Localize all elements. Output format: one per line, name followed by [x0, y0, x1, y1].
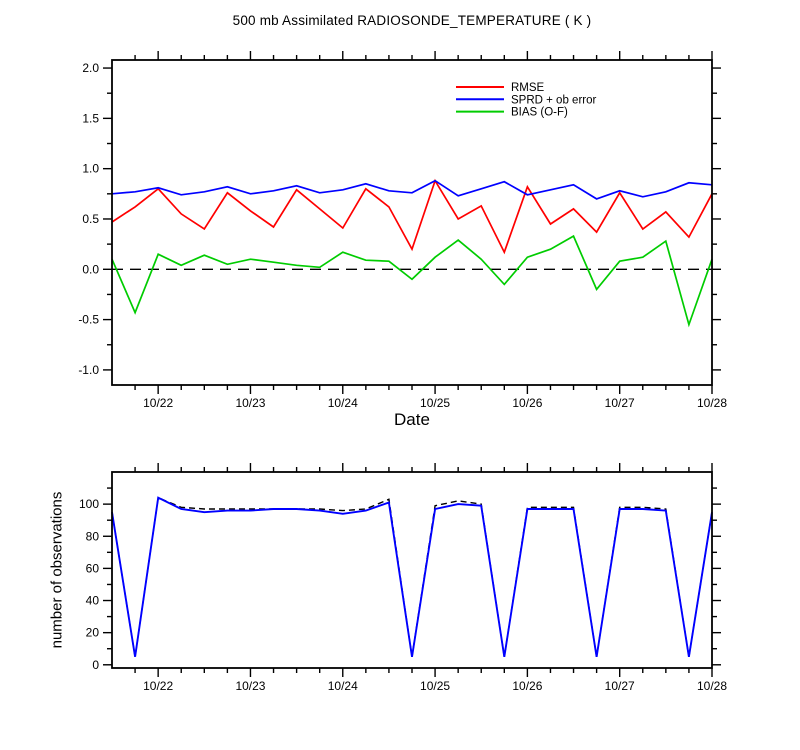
top-chart-axes: 10/22 10/23 10/24 10/25 10/26 10/27 10/28 -1.0 -…	[78, 51, 727, 410]
bottom-chart-xtick-label: 10/22	[143, 679, 173, 693]
top-chart-series-SPRD-ob-error	[111, 179, 713, 200]
top-chart-title: 500 mb Assimilated RADIOSONDE_TEMPERATUR…	[232, 13, 592, 28]
bottom-chart-xtick-label: 10/24	[328, 679, 358, 693]
top-chart-ytick-label: 0.0	[82, 262, 99, 276]
bottom-chart-xtick-label: 10/25	[420, 679, 450, 693]
legend-label: SPRD + ob error	[511, 94, 596, 106]
bottom-chart-series-observations-dashed-	[111, 496, 713, 657]
top-chart-frame	[111, 59, 713, 386]
bottom-chart-series-observations-solid-	[111, 496, 713, 657]
legend-label: BIAS (O-F)	[511, 107, 568, 119]
bottom-chart-ytick-label: 0	[92, 658, 99, 672]
top-chart-xtick-label: 10/23	[235, 396, 265, 410]
bottom-chart-ytick-label: 80	[86, 529, 100, 543]
top-chart: 10/22 10/23 10/24 10/25 10/26 10/27 10/28 -1.0 -…	[78, 51, 727, 410]
top-chart-xtick-label: 10/26	[512, 396, 542, 410]
top-chart-ytick-label: 1.0	[82, 162, 99, 176]
bottom-chart-ytick-label: 100	[79, 497, 99, 511]
y-axis-label-observations: number of observations	[48, 491, 66, 649]
top-chart-xtick-label: 10/28	[697, 396, 727, 410]
top-chart-xtick-label: 10/22	[143, 396, 173, 410]
top-chart-ytick-label: 1.5	[82, 111, 99, 125]
bottom-chart-xtick-label: 10/28	[697, 679, 727, 693]
bottom-chart-axes: 10/22 10/23 10/24 10/25 10/26 10/27 10/28 0 20 40…	[79, 463, 727, 693]
top-chart-ytick-label: -1.0	[78, 363, 99, 377]
top-chart-ytick-label: 2.0	[82, 61, 99, 75]
top-chart-series-BIAS-O-F-	[111, 234, 713, 328]
top-chart-xtick-label: 10/24	[328, 396, 358, 410]
top-chart-ytick-label: -0.5	[78, 313, 99, 327]
top-chart-series-RMSE	[111, 178, 713, 255]
bottom-chart: 10/22 10/23 10/24 10/25 10/26 10/27 10/28 0 20 40…	[79, 463, 727, 693]
bottom-chart-xtick-label: 10/27	[605, 679, 635, 693]
top-chart-xtick-label: 10/27	[605, 396, 635, 410]
top-chart-xtick-label: 10/25	[420, 396, 450, 410]
bottom-chart-ytick-label: 40	[86, 594, 100, 608]
bottom-chart-xtick-label: 10/23	[235, 679, 265, 693]
top-chart-ytick-label: 0.5	[82, 212, 99, 226]
bottom-chart-frame	[111, 471, 713, 669]
bottom-chart-xtick-label: 10/26	[512, 679, 542, 693]
bottom-chart-ytick-label: 20	[86, 626, 100, 640]
bottom-chart-ytick-label: 60	[86, 561, 100, 575]
x-axis-label-date: Date	[394, 410, 430, 429]
legend-label: RMSE	[511, 82, 545, 94]
